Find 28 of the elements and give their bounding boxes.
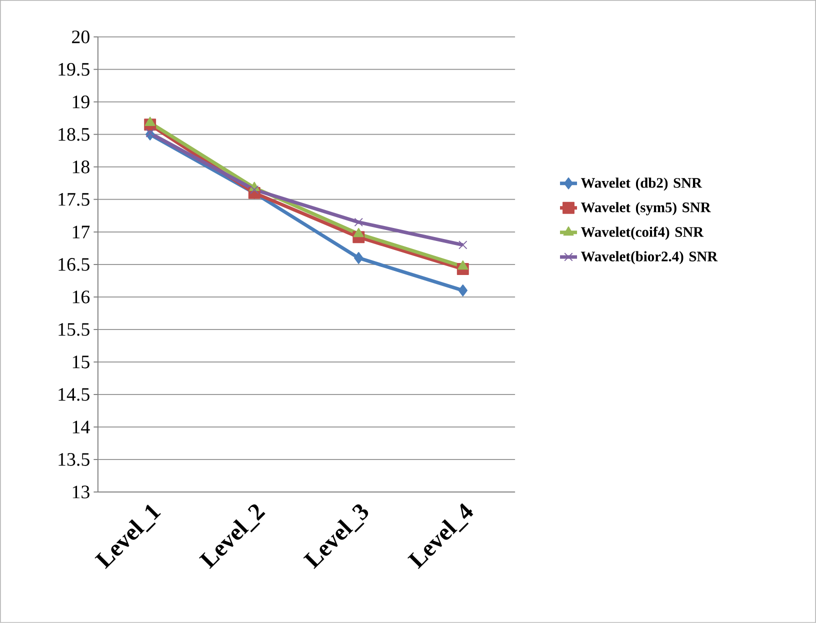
legend-label: Wavelet(bior2.4) SNR [580, 251, 718, 264]
y-tick-label: 14.5 [58, 388, 90, 401]
point [458, 284, 468, 296]
point [458, 260, 468, 270]
point [250, 185, 259, 194]
point [353, 228, 364, 238]
y-tick-label: 20 [72, 30, 90, 44]
y-tick-label: 17 [72, 226, 90, 238]
point [146, 128, 154, 138]
y-tick-label: 15 [72, 356, 90, 368]
point [354, 218, 363, 227]
y-tick-label: 19 [72, 96, 90, 108]
y-tick-label: 16 [72, 290, 90, 304]
y-tick-label: 15.5 [58, 323, 90, 336]
y-tick-label: 18 [72, 160, 90, 174]
y-tick-label: 13.5 [58, 453, 90, 466]
point [458, 240, 468, 250]
y-tick-label: 14 [72, 420, 90, 434]
y-tick-label: 19.5 [58, 63, 90, 76]
y-tick-label: 16.5 [58, 258, 90, 271]
legend-label: Wavelet (sym5) SNR [580, 202, 711, 216]
y-tick-label: 13 [72, 486, 90, 498]
point [144, 116, 156, 126]
y-tick-label: 18.5 [58, 128, 90, 141]
legend-label: Wavelet (db2) SNR [580, 178, 702, 191]
y-tick-label: 17.5 [58, 193, 90, 206]
point [354, 252, 364, 264]
legend-label: Wavelet(coif4) SNR [580, 226, 704, 240]
